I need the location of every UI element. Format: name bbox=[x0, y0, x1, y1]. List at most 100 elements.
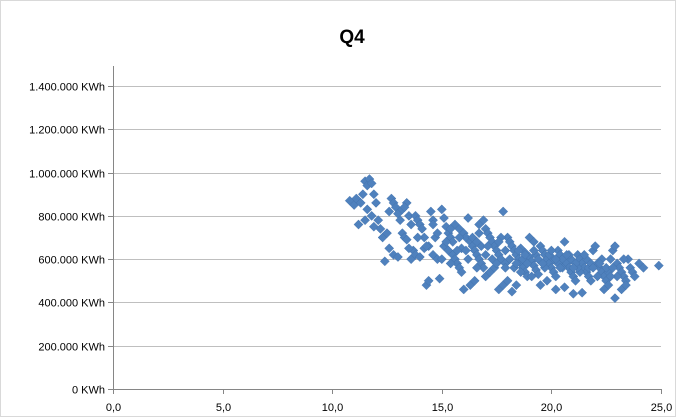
y-tick-label: 1.000.000 KWh bbox=[29, 169, 105, 181]
scatter-point bbox=[559, 282, 570, 293]
scatter-point bbox=[629, 271, 640, 282]
scatter-point bbox=[478, 215, 489, 226]
data-points bbox=[344, 174, 664, 303]
scatter-point bbox=[491, 258, 502, 269]
scatter-point bbox=[500, 262, 511, 273]
x-tick-label: 20,0 bbox=[541, 402, 562, 414]
scatter-point bbox=[432, 228, 443, 239]
scatter-point bbox=[436, 254, 447, 265]
scatter-point bbox=[360, 215, 370, 226]
scatter-point bbox=[500, 245, 511, 256]
x-tick-label: 5,0 bbox=[216, 402, 231, 414]
scatter-point bbox=[478, 262, 489, 273]
scatter-point bbox=[585, 275, 596, 286]
x-tick-labels: 0,0 5,0 10,0 15,0 20,0 25,0 bbox=[106, 402, 672, 414]
scatter-point bbox=[355, 197, 366, 208]
scatter-point bbox=[458, 284, 469, 295]
scatter-point bbox=[610, 241, 620, 252]
scatter-point bbox=[445, 223, 456, 234]
scatter-point bbox=[368, 221, 379, 232]
scatter-point bbox=[463, 254, 473, 265]
scatter-point bbox=[588, 262, 598, 273]
scatter-point bbox=[605, 254, 616, 265]
scatter-point bbox=[471, 262, 482, 273]
scatter-point bbox=[533, 269, 544, 280]
scatter-point bbox=[579, 249, 590, 260]
scatter-point bbox=[570, 275, 581, 286]
scatter-point bbox=[419, 232, 430, 243]
scatter-point bbox=[537, 258, 548, 269]
y-tick-label: 200.000 KWh bbox=[38, 342, 105, 354]
scatter-point bbox=[406, 219, 416, 230]
scatter-point bbox=[511, 258, 522, 269]
scatter-point bbox=[498, 206, 509, 217]
scatter-point bbox=[504, 254, 515, 265]
scatter-point bbox=[601, 262, 612, 273]
scatter-point bbox=[379, 256, 390, 267]
scatter-point bbox=[393, 252, 403, 262]
scatter-point bbox=[454, 232, 465, 243]
scatter-point bbox=[404, 210, 414, 221]
scatter-point bbox=[520, 249, 530, 260]
scatter-point bbox=[550, 284, 561, 295]
scatter-point bbox=[621, 280, 631, 290]
scatter-point bbox=[423, 275, 434, 286]
scatter-point bbox=[559, 236, 570, 247]
scatter-point bbox=[590, 241, 601, 252]
x-tick-label: 25,0 bbox=[651, 402, 672, 414]
chart-title: Q4 bbox=[339, 27, 365, 48]
scatter-point bbox=[373, 215, 384, 226]
scatter-point bbox=[445, 258, 456, 269]
scatter-point bbox=[542, 275, 552, 286]
scatter-point bbox=[358, 189, 368, 200]
scatter-point bbox=[577, 287, 587, 298]
scatter-point bbox=[612, 271, 623, 282]
scatter-point bbox=[395, 215, 406, 226]
scatter-point bbox=[607, 262, 618, 273]
y-tick-label: 400.000 KWh bbox=[38, 298, 105, 310]
scatter-point bbox=[421, 241, 432, 252]
scatter-point bbox=[511, 280, 522, 290]
scatter-point bbox=[555, 262, 566, 273]
y-tick-label: 0 KWh bbox=[72, 385, 105, 397]
scatter-point bbox=[493, 236, 504, 247]
scatter-point bbox=[366, 178, 377, 189]
scatter-point bbox=[461, 245, 471, 256]
scatter-point bbox=[414, 252, 425, 262]
y-tick-labels: 0 KWh 200.000 KWh 400.000 KWh 600.000 KWh 80… bbox=[29, 82, 105, 397]
scatter-point bbox=[618, 254, 629, 265]
scatter-point bbox=[428, 219, 438, 230]
axes bbox=[108, 66, 662, 394]
scatter-point bbox=[610, 293, 620, 303]
scatter-point bbox=[425, 206, 436, 217]
scatter-point bbox=[515, 267, 526, 278]
scatter-point bbox=[471, 236, 482, 247]
scatter-point bbox=[463, 213, 473, 223]
scatter-point bbox=[452, 245, 463, 256]
scatter-point bbox=[568, 288, 579, 299]
scatter-point bbox=[522, 258, 533, 269]
y-tick-label: 1.200.000 KWh bbox=[29, 125, 105, 137]
scatter-point bbox=[561, 249, 572, 260]
scatter-point bbox=[439, 213, 449, 223]
scatter-point bbox=[513, 245, 524, 256]
scatter-point bbox=[436, 204, 447, 215]
scatter-point bbox=[399, 202, 410, 213]
scatter-point bbox=[507, 286, 517, 297]
scatter-point bbox=[434, 273, 445, 284]
scatter-point bbox=[535, 280, 546, 290]
scatter-point bbox=[653, 260, 664, 271]
scatter-point bbox=[456, 267, 467, 278]
scatter-point bbox=[404, 243, 414, 254]
scatter-point bbox=[382, 228, 392, 239]
scatter-point bbox=[474, 228, 484, 239]
x-tick-label: 15,0 bbox=[432, 402, 453, 414]
y-tick-label: 600.000 KWh bbox=[38, 255, 105, 267]
scatter-point bbox=[480, 249, 491, 260]
scatter-point bbox=[502, 275, 513, 286]
scatter-point bbox=[447, 236, 458, 247]
scatter-point bbox=[568, 262, 579, 273]
scatter-point bbox=[528, 245, 539, 256]
